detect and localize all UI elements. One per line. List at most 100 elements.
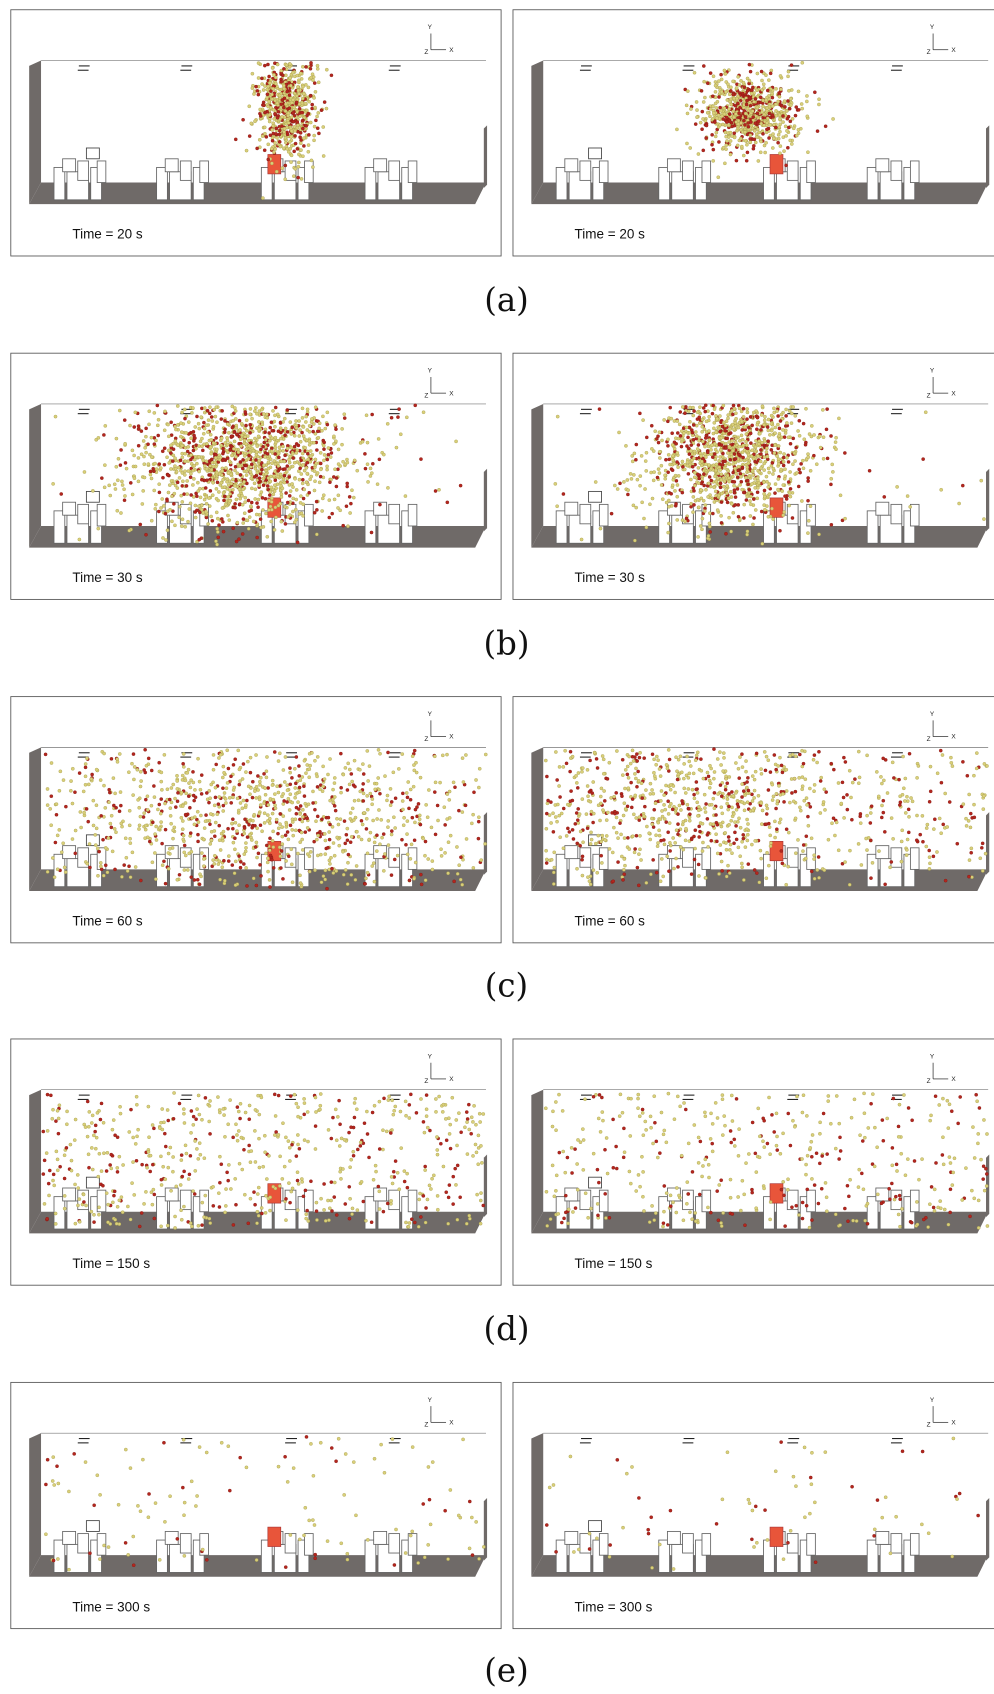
particle (254, 497, 257, 500)
desk (365, 511, 376, 543)
particle (226, 457, 229, 460)
particle (824, 125, 827, 128)
particle (287, 112, 290, 115)
particle (302, 137, 305, 140)
particle (137, 480, 140, 483)
particle (779, 123, 782, 126)
particle (251, 780, 254, 783)
particle (325, 107, 328, 110)
particle (343, 820, 346, 823)
particle (87, 783, 90, 786)
particle (693, 476, 696, 479)
particle (213, 835, 216, 838)
particle (711, 412, 714, 415)
particle (204, 510, 207, 513)
particle (52, 482, 55, 485)
particle (700, 464, 703, 467)
particle (238, 419, 241, 422)
particle (345, 505, 348, 508)
particle (227, 767, 230, 770)
particle (269, 106, 272, 109)
particle (676, 466, 679, 469)
particle (269, 134, 272, 137)
particle (300, 431, 303, 434)
particle (146, 836, 149, 839)
particle (103, 486, 106, 489)
particle (436, 804, 439, 807)
particle (150, 477, 153, 480)
particle (719, 106, 722, 109)
particle (217, 523, 220, 526)
particle (206, 522, 209, 525)
particle (721, 452, 724, 455)
particle (740, 480, 743, 483)
particle (254, 467, 257, 470)
particle (183, 493, 186, 496)
particle (257, 61, 260, 64)
particle (289, 783, 292, 786)
axis-label: Y (428, 368, 433, 375)
particle (263, 786, 266, 789)
particle (795, 105, 798, 108)
particle (290, 154, 293, 157)
particle (735, 159, 738, 162)
particle (746, 411, 749, 414)
particle (309, 850, 312, 853)
particle (63, 866, 66, 869)
particle (692, 489, 695, 492)
particle (86, 862, 89, 865)
particle (311, 790, 314, 793)
particle (288, 140, 291, 143)
particle (363, 452, 366, 455)
particle (671, 432, 674, 435)
particle (315, 448, 318, 451)
particle (92, 799, 95, 802)
particle (266, 63, 269, 66)
particle (362, 772, 365, 775)
particle (169, 467, 172, 470)
particle (297, 764, 300, 767)
particle (313, 480, 316, 483)
particle (761, 542, 764, 545)
desk (580, 504, 591, 523)
particle (778, 126, 781, 129)
particle (209, 464, 212, 467)
particle (423, 854, 426, 857)
particle (268, 75, 271, 78)
axis-label: X (951, 47, 956, 54)
particle (419, 776, 422, 779)
particle (272, 108, 275, 111)
particle (301, 416, 304, 419)
particle (783, 510, 786, 513)
particle (327, 453, 330, 456)
particle (407, 807, 410, 810)
particle (669, 406, 672, 409)
particle (268, 493, 271, 496)
particle (295, 812, 298, 815)
particle (401, 799, 404, 802)
particle (298, 107, 301, 110)
particle (163, 429, 166, 432)
particle (778, 529, 781, 532)
particle (226, 514, 229, 517)
particle (368, 765, 371, 768)
particle (712, 75, 715, 78)
particle (758, 471, 761, 474)
particle (326, 458, 329, 461)
particle (733, 136, 736, 139)
particle (299, 136, 302, 139)
particle (334, 428, 337, 431)
particle (283, 474, 286, 477)
particle (129, 876, 132, 879)
particle (319, 451, 322, 454)
particle (224, 801, 227, 804)
particle (219, 456, 222, 459)
particle (749, 514, 752, 517)
particle (219, 444, 222, 447)
panel: YZXTime = 30 s (11, 353, 501, 599)
particle (731, 449, 734, 452)
particle (278, 129, 281, 132)
particle (789, 139, 792, 142)
particle (332, 435, 335, 438)
particle (310, 107, 313, 110)
